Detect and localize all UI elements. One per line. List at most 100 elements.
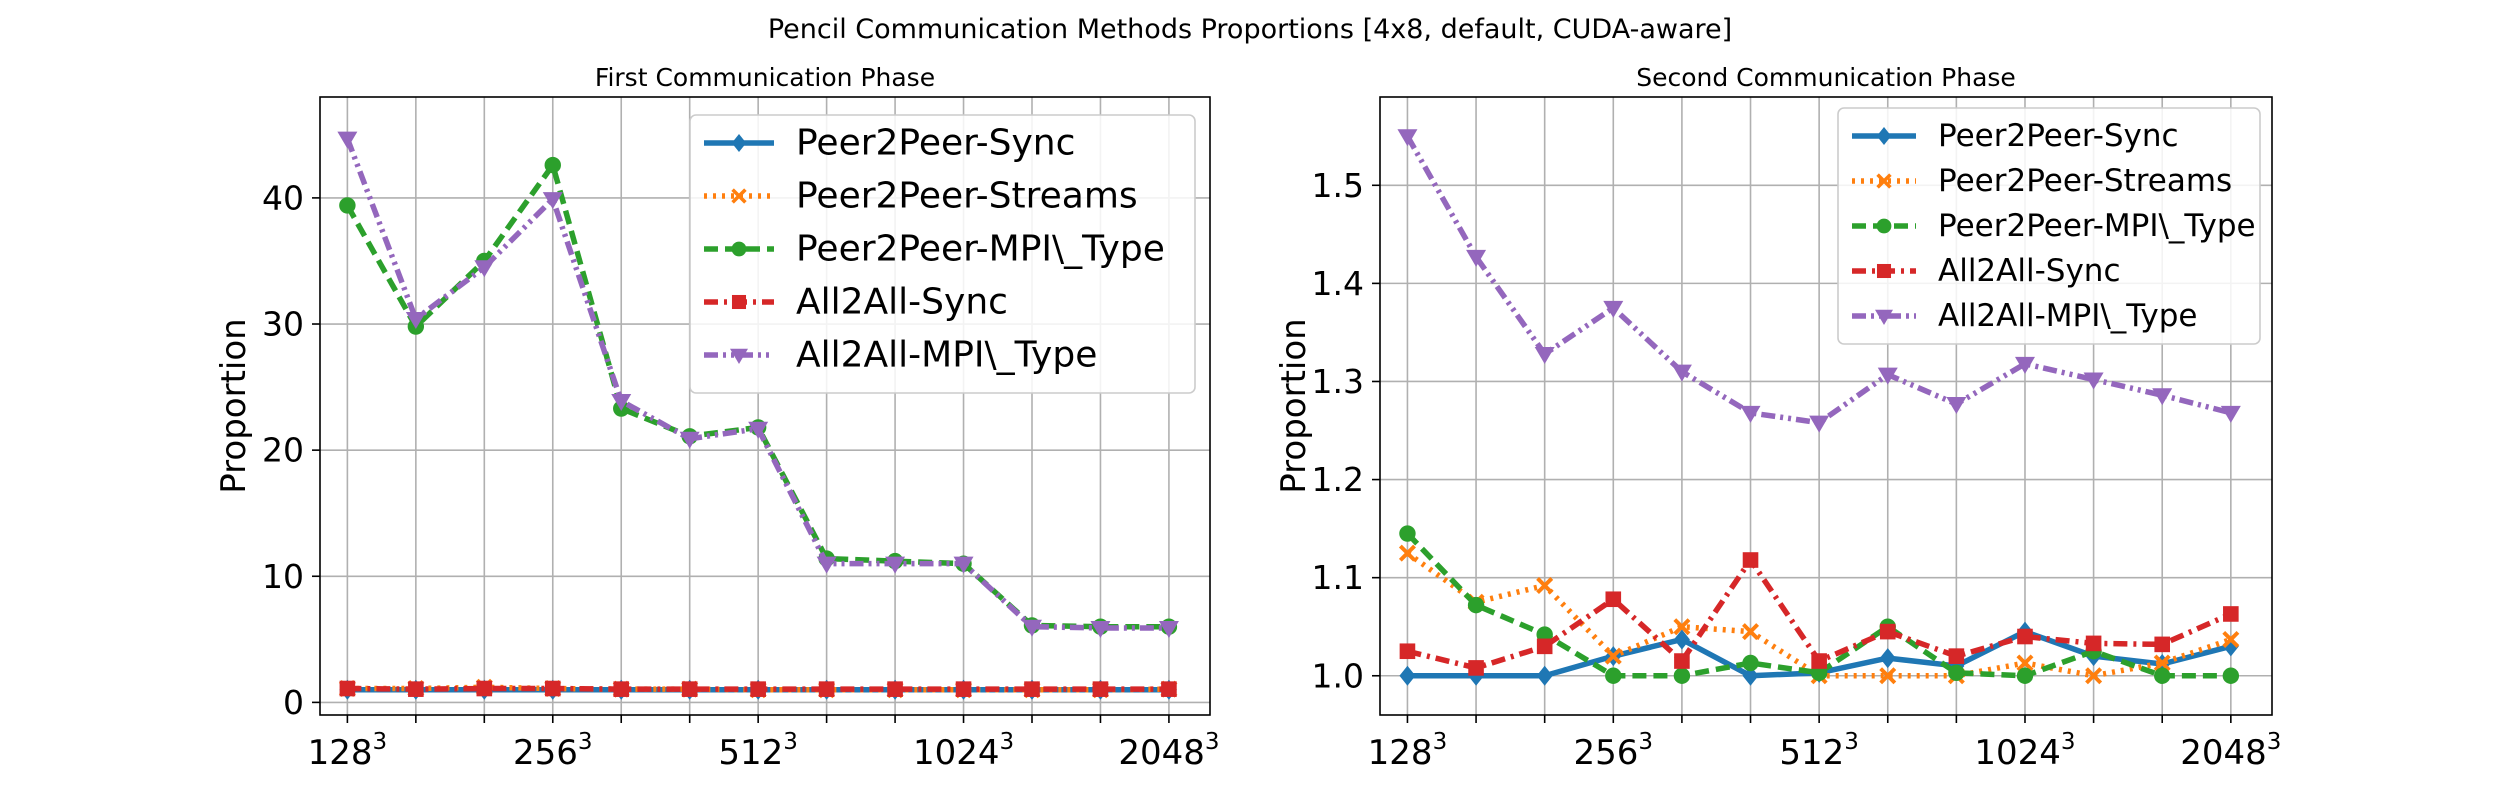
data-point — [1536, 638, 1553, 655]
data-point — [1399, 643, 1416, 660]
data-point — [405, 311, 426, 329]
y-tick-label: 10 — [262, 557, 304, 596]
data-point — [544, 156, 561, 174]
x-tick-base: 1024 — [913, 733, 1000, 773]
data-point — [1742, 623, 1760, 641]
second-series-all2all-sync — [1399, 552, 2239, 676]
x-tick-exponent: 3 — [578, 729, 593, 755]
x-tick-base: 128 — [1368, 733, 1433, 773]
second-legend: Peer2Peer-Sync Peer2Peer-Streams Peer2Peer… — [1837, 107, 2261, 345]
data-point — [679, 431, 700, 449]
data-point — [750, 681, 766, 697]
legend-label-peer2peer-sync: Peer2Peer-Sync — [1938, 118, 2179, 154]
x-tick-label: 20483 — [1118, 729, 1219, 773]
data-point — [887, 681, 903, 697]
data-point — [2085, 667, 2103, 685]
data-point — [1673, 629, 1690, 650]
data-point — [1536, 665, 1553, 686]
x-tick-label: 10243 — [913, 729, 1014, 773]
data-point — [885, 556, 906, 574]
data-point — [339, 197, 356, 214]
y-tick-label: 1.1 — [1312, 558, 1364, 597]
legend-marker-all2all-mpi-type — [1875, 309, 1893, 325]
figure-title: Pencil Communication Methods Proportions… — [767, 14, 1733, 45]
data-point — [953, 556, 974, 574]
x-tick-exponent: 3 — [2267, 729, 2282, 755]
data-point — [2016, 654, 2034, 672]
data-point — [2154, 667, 2171, 684]
first-legend: Peer2Peer-Sync Peer2Peer-Streams Peer2Peer… — [689, 114, 1196, 394]
data-point — [1879, 648, 1896, 669]
data-point — [1092, 681, 1109, 697]
x-tick-label: 1283 — [1368, 729, 1448, 773]
legend-label-peer2peer-streams: Peer2Peer-Streams — [796, 176, 1138, 217]
data-point — [1742, 665, 1759, 686]
x-tick-base: 512 — [1779, 733, 1844, 773]
legend-label-all2all-mpi-type: All2All-MPI\_Type — [1938, 298, 2198, 334]
data-point — [408, 681, 424, 697]
data-point — [1468, 660, 1484, 676]
data-point — [1399, 665, 1416, 686]
x-tick-exponent: 3 — [1205, 729, 1220, 755]
y-tick-label: 20 — [262, 431, 304, 470]
data-point — [681, 681, 698, 697]
data-point — [1673, 667, 1691, 684]
legend-marker-all2all-sync — [1876, 263, 1892, 279]
data-point — [1161, 681, 1177, 697]
data-point — [2085, 635, 2102, 652]
y-tick-label: 0 — [283, 683, 304, 722]
data-point — [611, 393, 632, 411]
data-point — [1742, 654, 1759, 672]
data-point — [1603, 300, 1624, 318]
x-tick-base: 1024 — [1974, 733, 2061, 773]
data-point — [1534, 347, 1555, 365]
legend-frame — [1837, 107, 2261, 345]
data-point — [1399, 525, 1416, 542]
data-point — [1948, 664, 1965, 682]
legend-label-peer2peer-mpi-type: Peer2Peer-MPI\_Type — [1938, 208, 2256, 244]
first-series-all2all-sync — [339, 680, 1177, 697]
data-point — [2152, 388, 2173, 406]
data-point — [542, 192, 563, 210]
x-tick-label: 5123 — [718, 729, 798, 773]
x-tick-label: 5123 — [1779, 729, 1859, 773]
legend-marker-peer2peer-sync — [1876, 127, 1892, 145]
data-point — [2220, 405, 2241, 423]
data-point — [2222, 667, 2240, 684]
data-point — [1671, 364, 1692, 382]
data-point — [1742, 552, 1759, 568]
y-tick-label: 1.0 — [1312, 656, 1364, 695]
data-point — [816, 556, 837, 574]
x-tick-base: 2048 — [2180, 733, 2267, 773]
second-y-axis-label: Proportion — [1274, 318, 1314, 493]
legend-marker-peer2peer-streams — [1876, 173, 1892, 189]
data-point — [2154, 636, 2171, 653]
data-point — [955, 681, 972, 697]
x-tick-base: 256 — [513, 733, 578, 773]
data-point — [1948, 648, 1965, 664]
y-tick-label: 30 — [262, 305, 304, 344]
x-tick-base: 2048 — [1118, 733, 1205, 773]
second-series-all2all-mpi-type — [1397, 129, 2241, 433]
data-point — [337, 131, 358, 149]
legend-label-all2all-sync: All2All-Sync — [796, 282, 1008, 323]
data-point — [1024, 681, 1040, 697]
data-point — [2222, 630, 2240, 648]
legend-marker-all2all-sync — [731, 294, 747, 310]
legend-marker-all2all-mpi-type — [730, 348, 748, 364]
data-point — [2223, 606, 2239, 622]
legend-label-peer2peer-sync: Peer2Peer-Sync — [796, 123, 1075, 164]
data-point — [1604, 647, 1622, 665]
data-point — [1090, 620, 1111, 638]
legend-marker-peer2peer-streams — [731, 188, 747, 204]
y-tick-label: 1.2 — [1312, 460, 1364, 499]
data-point — [1811, 653, 1827, 669]
data-point — [1879, 623, 1896, 640]
legend-frame — [689, 114, 1196, 394]
data-point — [1946, 397, 1967, 415]
y-tick-label: 40 — [262, 178, 304, 217]
data-point — [544, 680, 561, 697]
data-point — [1879, 667, 1897, 685]
x-tick-exponent: 3 — [1638, 729, 1653, 755]
